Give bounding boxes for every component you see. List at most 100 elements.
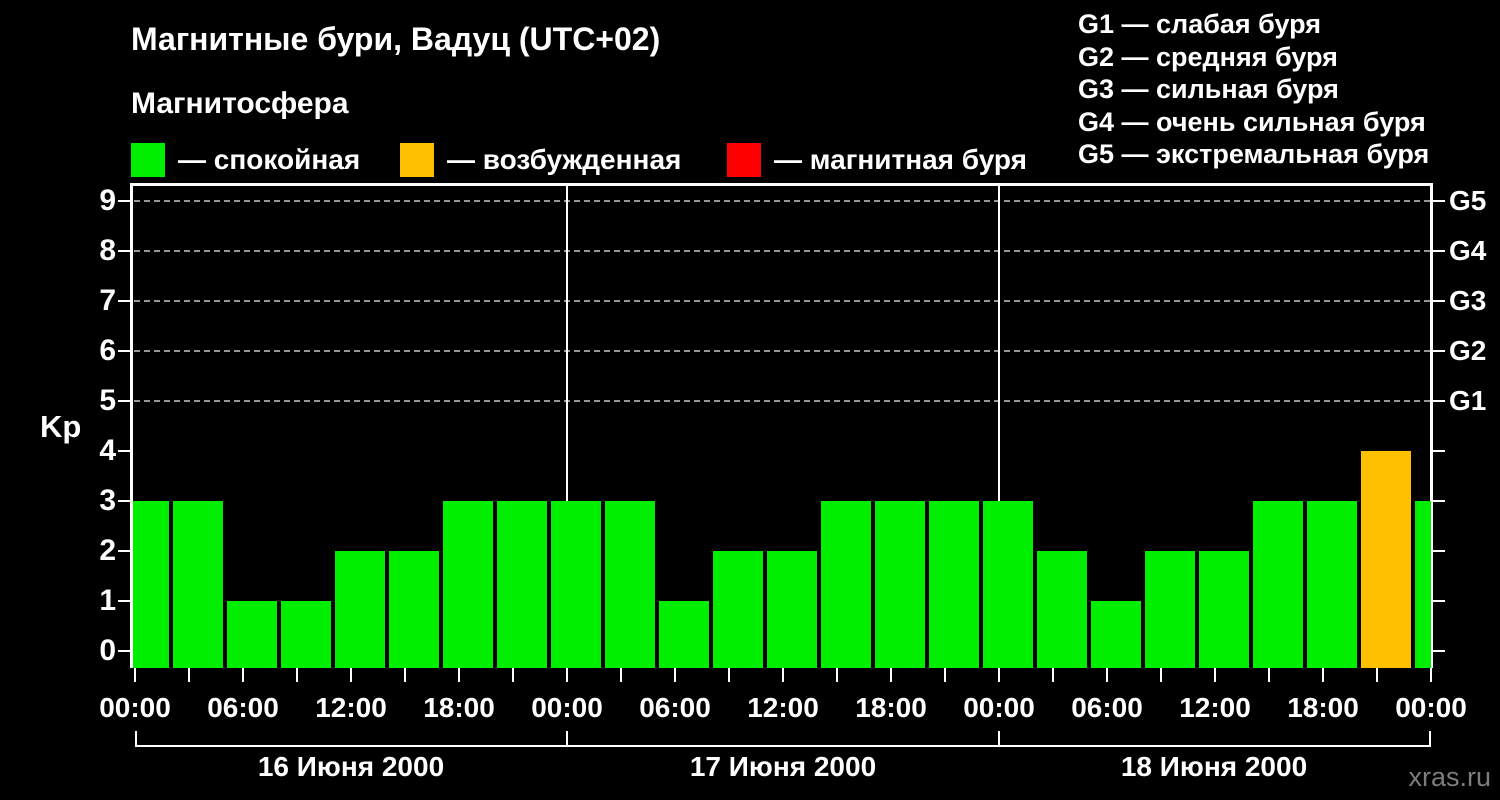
kp-bar bbox=[389, 551, 439, 668]
legend-item-excited: — возбужденная bbox=[400, 143, 681, 177]
kp-bar bbox=[929, 501, 979, 668]
x-tick-label: 12:00 bbox=[315, 692, 387, 723]
y-axis-tick-left bbox=[118, 400, 130, 402]
kp-bar bbox=[875, 501, 925, 668]
kp-bar bbox=[1253, 501, 1303, 668]
x-tick-label: 06:00 bbox=[207, 692, 279, 723]
g-level-label: G1 bbox=[1449, 385, 1487, 416]
grid-line-kp6 bbox=[134, 350, 1430, 352]
y-axis-tick-right bbox=[1433, 450, 1445, 452]
kp-bar bbox=[659, 601, 709, 668]
y-axis-tick-right bbox=[1433, 400, 1445, 402]
y-axis-tick-left bbox=[118, 550, 130, 552]
x-axis-tick bbox=[998, 668, 1000, 682]
day-bracket-tick bbox=[135, 731, 137, 747]
x-axis-tick bbox=[620, 668, 622, 682]
kp-bar bbox=[767, 551, 817, 668]
y-tick-label: 4 bbox=[99, 434, 116, 467]
x-axis-tick bbox=[1322, 668, 1324, 682]
x-tick-label: 06:00 bbox=[1071, 692, 1143, 723]
y-axis-tick-left bbox=[118, 350, 130, 352]
y-tick-label: 7 bbox=[99, 284, 116, 317]
kp-bar bbox=[133, 501, 169, 668]
y-axis-title: Kp bbox=[40, 409, 82, 444]
day-bracket-tick bbox=[566, 731, 568, 747]
date-label: 18 Июня 2000 bbox=[1120, 751, 1308, 782]
y-tick-label: 2 bbox=[99, 534, 116, 567]
y-axis-tick-left bbox=[118, 300, 130, 302]
y-axis-tick-right bbox=[1433, 350, 1445, 352]
storm-color-swatch-icon bbox=[727, 143, 761, 177]
y-axis-tick-left bbox=[118, 450, 130, 452]
kp-bar bbox=[1145, 551, 1195, 668]
x-tick-label: 18:00 bbox=[1287, 692, 1359, 723]
kp-bar bbox=[1307, 501, 1357, 668]
x-axis-tick bbox=[512, 668, 514, 682]
g-level-label: G4 bbox=[1449, 235, 1487, 266]
g-level-label: G2 bbox=[1449, 335, 1487, 366]
kp-bar bbox=[1091, 601, 1141, 668]
date-label: 17 Июня 2000 bbox=[689, 751, 877, 782]
y-axis-tick-left bbox=[118, 600, 130, 602]
day-bracket-line bbox=[135, 745, 1431, 747]
x-axis-tick bbox=[890, 668, 892, 682]
storm-scale-legend: G1 — слабая буря G2 — средняя буря G3 — си… bbox=[1078, 8, 1429, 171]
legend-label: — магнитная буря bbox=[774, 144, 1027, 175]
x-axis-tick bbox=[566, 668, 568, 682]
grid-line-kp9 bbox=[134, 200, 1430, 202]
kp-bar bbox=[173, 501, 223, 668]
y-tick-label: 1 bbox=[99, 584, 116, 617]
y-axis-left bbox=[130, 183, 133, 668]
kp-bar bbox=[1037, 551, 1087, 668]
grid-line-kp5 bbox=[134, 400, 1430, 402]
g-level-label: G3 bbox=[1449, 285, 1487, 316]
y-tick-label: 6 bbox=[99, 334, 116, 367]
y-axis-tick-right bbox=[1433, 550, 1445, 552]
x-axis-tick bbox=[296, 668, 298, 682]
kp-bar bbox=[983, 501, 1033, 668]
x-axis-tick bbox=[404, 668, 406, 682]
y-tick-label: 5 bbox=[99, 384, 116, 417]
x-tick-label: 00:00 bbox=[531, 692, 603, 723]
legend-item-quiet: — спокойная bbox=[131, 143, 391, 177]
y-axis-tick-right bbox=[1433, 250, 1445, 252]
y-tick-label: 9 bbox=[99, 184, 116, 217]
y-axis-tick-right bbox=[1433, 300, 1445, 302]
x-axis-tick bbox=[188, 668, 190, 682]
quiet-color-swatch-icon bbox=[131, 143, 165, 177]
x-tick-label: 00:00 bbox=[1395, 692, 1467, 723]
g-level-label: G5 bbox=[1449, 185, 1487, 216]
x-tick-label: 12:00 bbox=[1179, 692, 1251, 723]
kp-bar bbox=[821, 501, 871, 668]
day-bracket-tick bbox=[998, 731, 1000, 747]
grid-line-kp7 bbox=[134, 300, 1430, 302]
legend-label: — возбужденная bbox=[447, 144, 682, 175]
x-axis-tick bbox=[242, 668, 244, 682]
y-tick-label: 8 bbox=[99, 234, 116, 267]
kp-bar bbox=[551, 501, 601, 668]
x-tick-label: 18:00 bbox=[423, 692, 495, 723]
y-axis-tick-left bbox=[118, 500, 130, 502]
x-axis-tick bbox=[1214, 668, 1216, 682]
kp-bar bbox=[497, 501, 547, 668]
y-axis-tick-right bbox=[1433, 650, 1445, 652]
day-separator-line bbox=[566, 186, 568, 668]
y-axis-tick-right bbox=[1433, 600, 1445, 602]
g-scale-legend-row: G2 — средняя буря bbox=[1078, 41, 1338, 72]
kp-bar bbox=[1415, 501, 1431, 668]
y-axis-right bbox=[1430, 183, 1433, 668]
kp-bar bbox=[713, 551, 763, 668]
x-axis-tick bbox=[674, 668, 676, 682]
page-title: Магнитные бури, Вадуц (UTC+02) bbox=[131, 21, 661, 57]
day-bracket-tick bbox=[1429, 731, 1431, 747]
y-axis-tick-left bbox=[118, 650, 130, 652]
x-tick-label: 00:00 bbox=[963, 692, 1035, 723]
day-separator-line bbox=[998, 186, 1000, 668]
grid-line-kp8 bbox=[134, 250, 1430, 252]
kp-bar bbox=[227, 601, 277, 668]
g-scale-legend-row: G5 — экстремальная буря bbox=[1078, 139, 1430, 170]
excited-color-swatch-icon bbox=[400, 143, 434, 177]
x-axis-tick bbox=[350, 668, 352, 682]
x-axis-tick bbox=[458, 668, 460, 682]
